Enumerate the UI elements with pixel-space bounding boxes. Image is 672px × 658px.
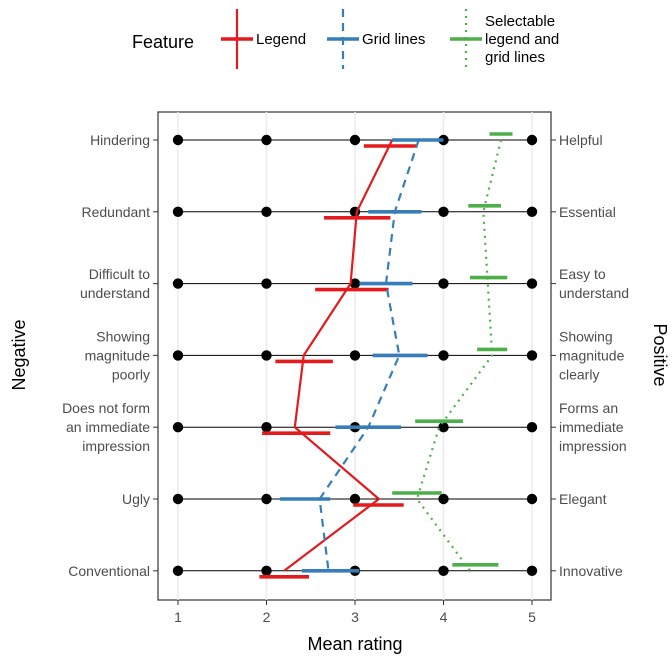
scale-point <box>438 350 449 361</box>
x-tick-label: 3 <box>351 609 359 625</box>
scale-point <box>349 134 361 146</box>
y-tick-label-negative: Difficult to understand <box>80 266 150 301</box>
scale-point <box>261 422 272 433</box>
y-tick-label-positive: Easy to understand <box>559 266 629 301</box>
legend-title: Feature <box>132 32 194 52</box>
scale-point <box>526 493 538 505</box>
scale-point <box>438 565 449 576</box>
x-axis-title: Mean rating <box>307 634 402 654</box>
scale-point <box>172 350 184 361</box>
y-tick-label-negative: Ugly <box>122 491 150 507</box>
scale-point <box>526 350 538 361</box>
x-tick-label: 5 <box>528 609 536 625</box>
y-tick-label-positive: Innovative <box>559 563 623 579</box>
scale-point <box>172 134 184 146</box>
y-tick-label-negative: Does not form an immediate impression <box>62 400 150 454</box>
scale-point <box>526 206 538 217</box>
scale-point <box>526 278 538 289</box>
series-line-0 <box>283 139 394 572</box>
scale-point <box>172 565 184 576</box>
scale-point <box>172 278 184 289</box>
scale-point <box>526 565 538 576</box>
legend-label-1: Grid lines <box>362 31 425 48</box>
scale-point <box>349 493 361 505</box>
series-line-2 <box>415 139 503 572</box>
y-tick-label-negative: Redundant <box>81 204 150 220</box>
x-tick-label: 2 <box>263 609 271 625</box>
y-axis-title-negative: Negative <box>9 319 29 390</box>
y-tick-label-positive: Helpful <box>559 132 603 148</box>
scale-point <box>172 206 184 217</box>
scale-point <box>261 134 272 146</box>
y-tick-label-negative: Conventional <box>68 563 150 579</box>
legend-label-2: Selectable legend and grid lines <box>485 13 559 66</box>
y-tick-label-positive: Elegant <box>559 491 607 507</box>
scale-point <box>438 278 449 289</box>
legend: Feature Legend Grid lines Selectable legend… <box>132 9 559 69</box>
scale-point <box>261 350 272 361</box>
y-tick-label-positive: Essential <box>559 204 616 220</box>
x-tick-label: 4 <box>440 609 448 625</box>
legend-label-0: Legend <box>256 31 306 48</box>
scale-point <box>438 206 449 217</box>
scale-point <box>261 565 272 576</box>
y-tick-label-positive: Showing magnitude clearly <box>559 328 625 382</box>
scale-point <box>349 278 361 289</box>
scale-point <box>172 422 184 433</box>
scale-point <box>526 134 538 146</box>
scale-point <box>261 206 272 217</box>
y-tick-label-negative: Showing magnitude poorly <box>85 328 151 382</box>
scale-point <box>261 278 272 289</box>
y-tick-label-negative: Hindering <box>90 132 150 148</box>
scale-point <box>526 422 538 433</box>
y-axis-title-positive: Positive <box>650 323 670 386</box>
scale-point <box>438 422 449 433</box>
y-tick-label-positive: Forms an immediate impression <box>559 400 627 454</box>
scale-point <box>438 493 449 505</box>
scale-point <box>172 493 184 505</box>
scale-point <box>261 493 272 505</box>
plot-area: 1 2 3 4 5 Hindering Helpful Redundant Essential D… <box>62 111 629 625</box>
scale-point <box>349 350 361 361</box>
x-tick-label: 1 <box>174 609 182 625</box>
